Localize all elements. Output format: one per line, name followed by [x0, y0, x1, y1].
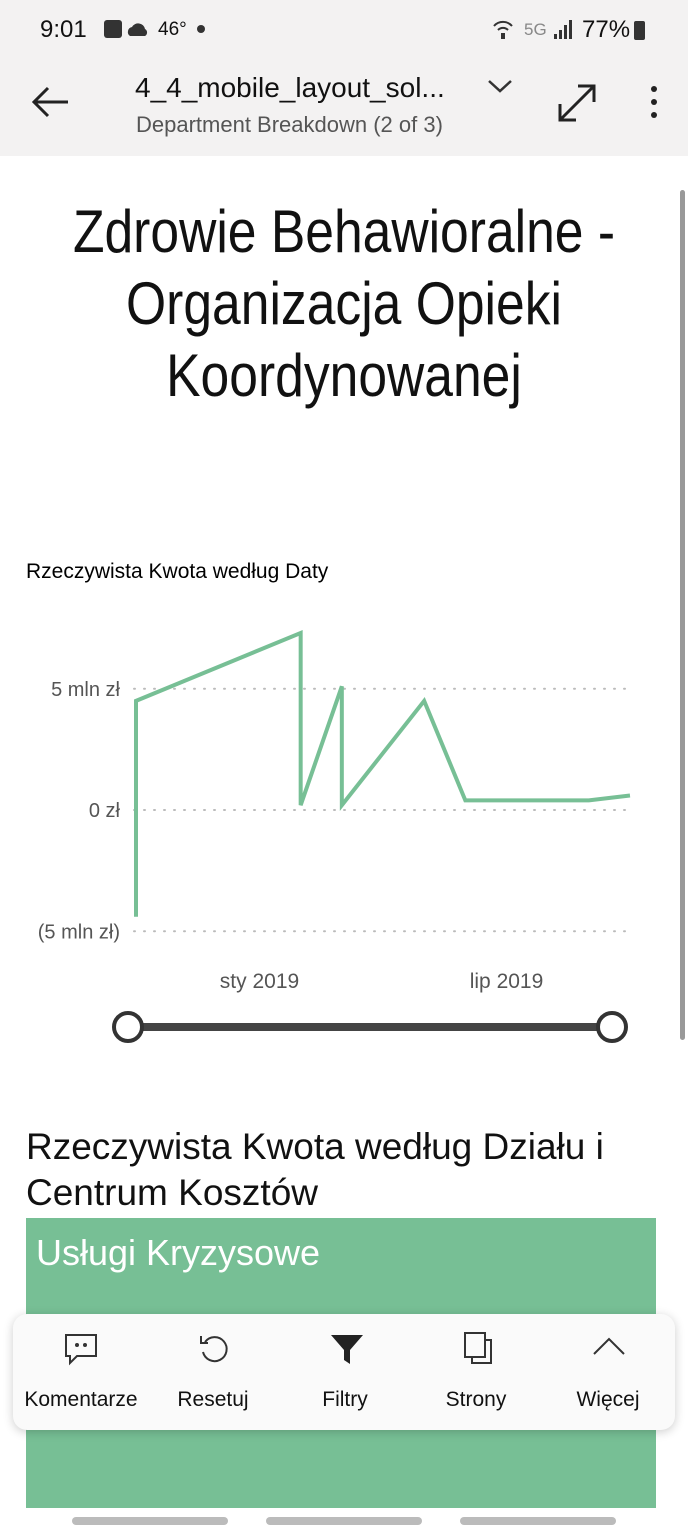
battery-icon	[634, 21, 645, 40]
more-button[interactable]	[644, 84, 664, 124]
more-icon	[593, 1337, 625, 1355]
reset-icon	[200, 1336, 228, 1363]
filter-icon	[331, 1335, 363, 1364]
tile-label: Usługi Kryzysowe	[36, 1232, 321, 1273]
comment-icon	[65, 1334, 97, 1366]
toolbar-button[interactable]: Resetuj	[177, 1388, 249, 1411]
scrollbar	[680, 190, 685, 1040]
report-title: Zdrowie Behawioralne - Organizacja Opiek…	[72, 198, 616, 409]
expand-button[interactable]	[556, 82, 598, 124]
y-tick-label: 0 zł	[89, 800, 121, 822]
network: 5G	[524, 20, 547, 39]
dot	[197, 25, 205, 33]
line-series	[134, 629, 631, 917]
nav-bar	[266, 1517, 422, 1525]
back-button[interactable]	[30, 84, 72, 120]
toolbar-button[interactable]: Filtry	[322, 1388, 368, 1411]
time: 9:01	[40, 16, 87, 43]
x-tick-label: sty 2019	[220, 970, 299, 993]
page-subtitle: Department Breakdown (2 of 3)	[136, 112, 443, 137]
file-title: 4_4_mobile_layout_sol...	[135, 72, 445, 103]
line-chart: Rzeczywista Kwota według Daty (5 mln zł)…	[26, 560, 633, 1043]
toolbar	[13, 1314, 675, 1430]
treemap-title: Rzeczywista Kwota według Działu i Centru…	[26, 1126, 604, 1213]
y-tick-label: (5 mln zł)	[38, 921, 120, 943]
header: 4_4_mobile_layout_sol... Department Brea…	[0, 60, 688, 156]
slider-start-handle[interactable]	[112, 1011, 144, 1043]
temperature: 46°	[158, 19, 187, 40]
toolbar-button[interactable]: Strony	[445, 1388, 507, 1411]
slider-end-handle[interactable]	[596, 1011, 628, 1043]
y-tick-label: 5 mln zł	[51, 679, 120, 701]
nav-bar	[72, 1517, 228, 1525]
battery: 77%	[582, 16, 631, 43]
x-tick-label: lip 2019	[470, 970, 544, 993]
signal-icons	[493, 20, 572, 39]
nav-bar	[460, 1517, 616, 1525]
toolbar-button[interactable]: Więcej	[576, 1388, 640, 1411]
pages-icon	[464, 1332, 492, 1364]
toolbar-button[interactable]: Komentarze	[24, 1388, 138, 1411]
status-bar: 9:01 46° 5G 77%	[0, 0, 688, 60]
chart-title: Rzeczywista Kwota według Daty	[26, 560, 329, 583]
dropdown-button[interactable]	[486, 76, 514, 96]
status-icons	[104, 20, 148, 38]
